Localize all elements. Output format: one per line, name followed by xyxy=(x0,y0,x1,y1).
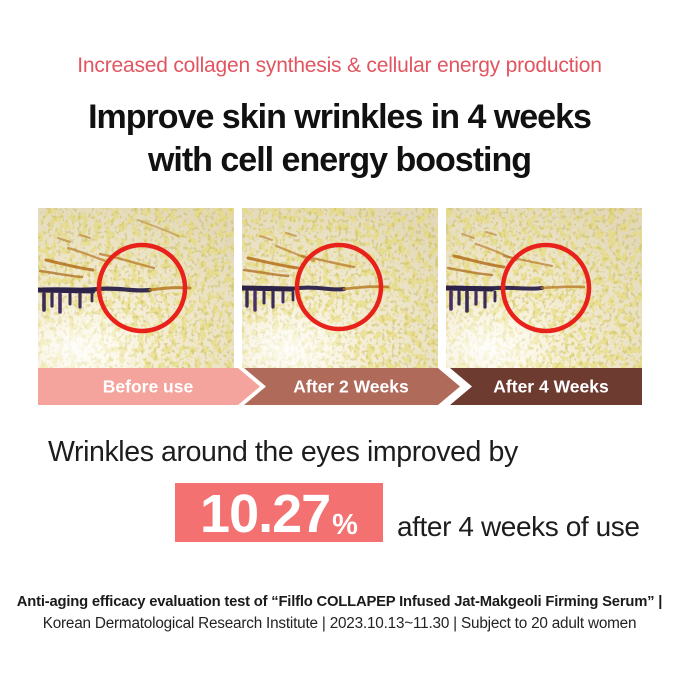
skin-closeup-illustration xyxy=(38,208,234,368)
wrinkle-drips xyxy=(245,290,295,312)
study-footnote: Anti-aging efficacy evaluation test of “… xyxy=(0,592,679,634)
light-highlight xyxy=(242,302,367,368)
skin-streaks xyxy=(242,232,356,278)
band-label-2-weeks: After 2 Weeks xyxy=(293,377,409,397)
result-lead-text: Wrinkles around the eyes improved by xyxy=(48,436,518,468)
page-title: Improve skin wrinkles in 4 weeks with cel… xyxy=(0,96,679,182)
skin-closeup-illustration xyxy=(446,208,642,368)
page-title-line2: with cell energy boosting xyxy=(147,141,532,179)
light-highlight xyxy=(446,300,564,368)
skin-photo-after-4-weeks xyxy=(446,208,642,368)
light-highlight xyxy=(38,300,154,368)
red-circle-marker xyxy=(500,242,592,334)
skin-photo-after-2-weeks xyxy=(242,208,438,368)
footnote-line1: Anti-aging efficacy evaluation test of “… xyxy=(16,594,663,610)
red-circle-marker xyxy=(294,242,384,332)
result-suffix-text: after 4 weeks of use xyxy=(397,511,640,542)
band-segment-before xyxy=(38,368,260,405)
skin-closeup-illustration xyxy=(242,208,438,368)
result-unit: % xyxy=(332,509,358,541)
skin-streaks xyxy=(38,219,179,279)
band-segment-2-weeks xyxy=(244,368,460,405)
wrinkle-drips xyxy=(449,290,497,313)
band-label-4-weeks: After 4 Weeks xyxy=(493,377,609,397)
timeline-arrow-band: Before use After 2 Weeks After 4 Weeks xyxy=(38,368,642,405)
footnote-line2: Korean Dermatological Research Institute… xyxy=(42,615,637,632)
result-highlight-box: 10.27 % xyxy=(175,483,383,542)
skin-photo-before-use xyxy=(38,208,234,368)
result-value: 10.27 xyxy=(200,484,331,544)
eyebrow-text: Increased collagen synthesis & cellular … xyxy=(77,54,602,77)
comparison-images-row xyxy=(38,208,642,368)
wrinkle-drips xyxy=(42,291,94,314)
red-circle-marker xyxy=(96,242,188,334)
band-label-before: Before use xyxy=(103,377,194,397)
page-title-line1: Improve skin wrinkles in 4 weeks xyxy=(88,98,592,136)
wrinkle-line xyxy=(446,285,586,292)
wrinkle-line xyxy=(242,285,390,292)
band-segment-4-weeks xyxy=(450,368,642,405)
